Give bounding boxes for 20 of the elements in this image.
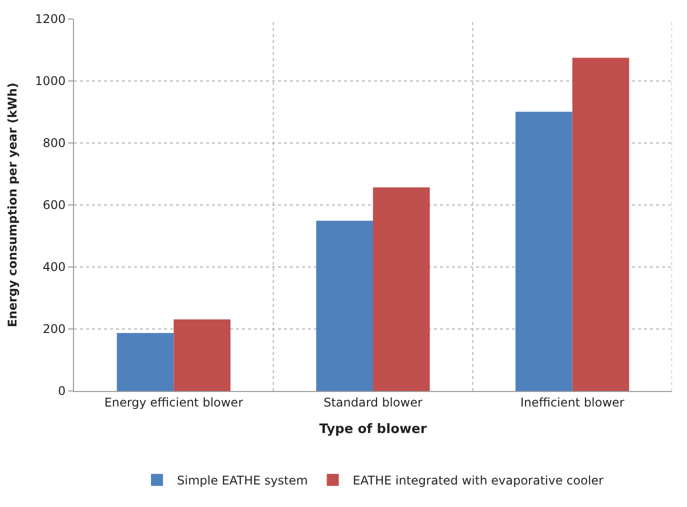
bar: [174, 319, 230, 391]
y-axis-title: Energy consumption per year (kWh): [5, 82, 20, 328]
y-tick-label: 200: [42, 322, 66, 336]
y-tick-label: 0: [58, 384, 66, 398]
bar: [316, 220, 373, 391]
bar: [572, 58, 630, 391]
legend-label: EATHE integrated with evaporative cooler: [352, 474, 604, 488]
bar: [516, 112, 572, 391]
x-axis-title: Type of blower: [319, 422, 428, 437]
x-tick-label: Standard blower: [324, 395, 422, 410]
bar: [373, 187, 430, 391]
x-tick-label: Inefficient blower: [520, 395, 624, 410]
y-tick-label: 1200: [35, 12, 66, 26]
y-tick-label: 800: [42, 136, 66, 150]
y-tick-label: 1000: [35, 74, 66, 88]
legend-label: Simple EATHE system: [177, 474, 308, 488]
bar: [116, 333, 174, 391]
y-tick-label: 400: [42, 260, 66, 274]
x-tick-label: Energy efficient blower: [104, 395, 244, 410]
y-tick-label: 600: [42, 198, 66, 212]
